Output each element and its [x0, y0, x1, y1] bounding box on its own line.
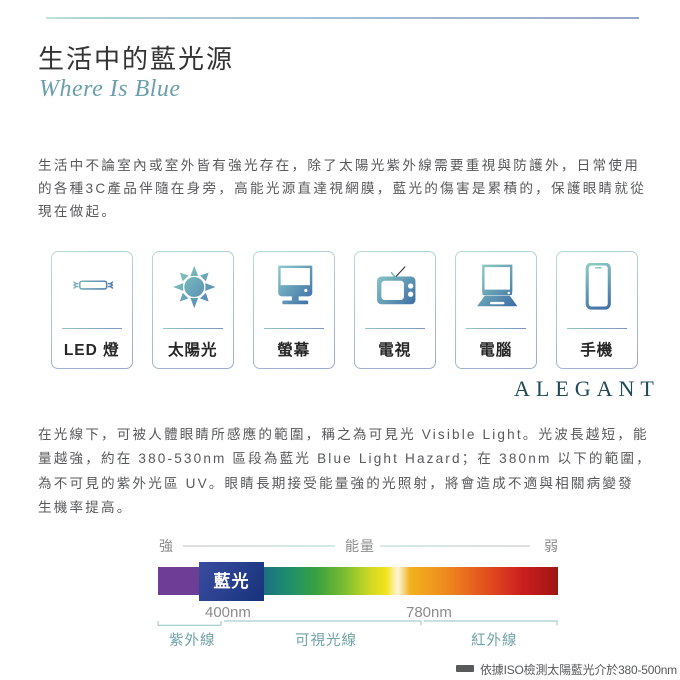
- svg-text:藍光: 藍光: [214, 571, 250, 591]
